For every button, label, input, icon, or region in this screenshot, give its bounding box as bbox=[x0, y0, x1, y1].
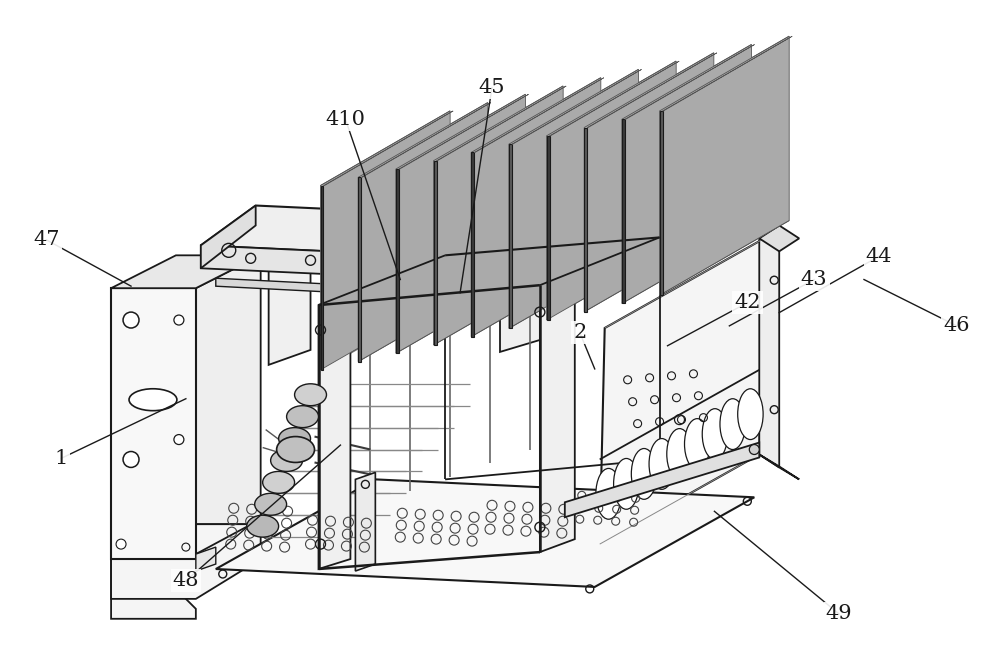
Polygon shape bbox=[201, 205, 470, 255]
Polygon shape bbox=[358, 102, 488, 362]
Polygon shape bbox=[396, 94, 525, 353]
Polygon shape bbox=[600, 238, 764, 544]
Polygon shape bbox=[437, 86, 566, 161]
Polygon shape bbox=[196, 255, 261, 559]
Ellipse shape bbox=[702, 409, 728, 460]
Polygon shape bbox=[474, 78, 604, 152]
Polygon shape bbox=[550, 61, 679, 136]
Ellipse shape bbox=[738, 389, 763, 440]
Polygon shape bbox=[111, 524, 261, 619]
Polygon shape bbox=[622, 119, 625, 303]
Polygon shape bbox=[509, 69, 639, 329]
Ellipse shape bbox=[295, 384, 326, 406]
Polygon shape bbox=[320, 186, 323, 370]
Circle shape bbox=[123, 452, 139, 467]
Text: 46: 46 bbox=[943, 317, 970, 335]
Circle shape bbox=[749, 444, 759, 454]
Polygon shape bbox=[525, 248, 709, 266]
Polygon shape bbox=[111, 255, 261, 288]
Polygon shape bbox=[358, 178, 361, 362]
Polygon shape bbox=[500, 229, 540, 352]
Polygon shape bbox=[729, 186, 784, 248]
Text: 44: 44 bbox=[866, 247, 892, 266]
Text: 42: 42 bbox=[734, 293, 761, 312]
Polygon shape bbox=[547, 61, 676, 320]
Polygon shape bbox=[759, 454, 799, 479]
Ellipse shape bbox=[631, 448, 657, 499]
Polygon shape bbox=[355, 472, 375, 571]
Ellipse shape bbox=[279, 428, 311, 450]
Polygon shape bbox=[323, 111, 453, 186]
Circle shape bbox=[123, 312, 139, 328]
Ellipse shape bbox=[247, 515, 279, 537]
Ellipse shape bbox=[255, 493, 287, 515]
Ellipse shape bbox=[720, 399, 745, 450]
Ellipse shape bbox=[649, 438, 674, 489]
Polygon shape bbox=[540, 272, 575, 552]
Circle shape bbox=[174, 315, 184, 325]
Polygon shape bbox=[509, 144, 512, 329]
Polygon shape bbox=[622, 45, 752, 303]
Text: 47: 47 bbox=[33, 230, 60, 249]
Circle shape bbox=[116, 539, 126, 549]
Ellipse shape bbox=[685, 419, 710, 469]
Polygon shape bbox=[471, 78, 601, 336]
Polygon shape bbox=[201, 245, 415, 278]
Polygon shape bbox=[471, 152, 474, 336]
Polygon shape bbox=[759, 225, 799, 251]
Polygon shape bbox=[216, 479, 754, 587]
Polygon shape bbox=[196, 547, 216, 571]
Polygon shape bbox=[759, 225, 779, 467]
Polygon shape bbox=[320, 111, 450, 370]
Polygon shape bbox=[111, 524, 261, 559]
Polygon shape bbox=[111, 519, 261, 599]
Ellipse shape bbox=[271, 450, 303, 471]
Ellipse shape bbox=[129, 389, 177, 411]
Polygon shape bbox=[584, 53, 714, 312]
Polygon shape bbox=[399, 94, 528, 169]
Polygon shape bbox=[587, 53, 717, 128]
Polygon shape bbox=[216, 278, 390, 295]
Text: 49: 49 bbox=[826, 604, 852, 624]
Text: 45: 45 bbox=[479, 78, 505, 97]
Polygon shape bbox=[565, 442, 759, 517]
Polygon shape bbox=[660, 37, 789, 295]
Text: 48: 48 bbox=[173, 571, 199, 591]
Text: 1: 1 bbox=[55, 449, 68, 467]
Polygon shape bbox=[111, 288, 196, 559]
Polygon shape bbox=[269, 240, 311, 365]
Circle shape bbox=[174, 434, 184, 444]
Polygon shape bbox=[434, 161, 437, 345]
Polygon shape bbox=[512, 69, 641, 144]
Ellipse shape bbox=[263, 471, 295, 493]
Ellipse shape bbox=[614, 458, 639, 509]
Polygon shape bbox=[201, 205, 256, 268]
Polygon shape bbox=[660, 111, 663, 295]
Polygon shape bbox=[510, 225, 729, 258]
Polygon shape bbox=[510, 186, 784, 235]
Ellipse shape bbox=[596, 468, 621, 519]
Ellipse shape bbox=[277, 436, 315, 462]
Polygon shape bbox=[361, 102, 491, 178]
Text: 43: 43 bbox=[801, 270, 827, 289]
Polygon shape bbox=[625, 45, 755, 119]
Text: 410: 410 bbox=[325, 110, 365, 129]
Polygon shape bbox=[396, 169, 399, 353]
Polygon shape bbox=[663, 37, 792, 111]
Polygon shape bbox=[434, 86, 563, 345]
Ellipse shape bbox=[667, 429, 692, 479]
Polygon shape bbox=[547, 136, 550, 320]
Polygon shape bbox=[319, 295, 350, 569]
Text: 2: 2 bbox=[573, 323, 586, 342]
Polygon shape bbox=[584, 128, 587, 312]
Ellipse shape bbox=[287, 406, 319, 428]
